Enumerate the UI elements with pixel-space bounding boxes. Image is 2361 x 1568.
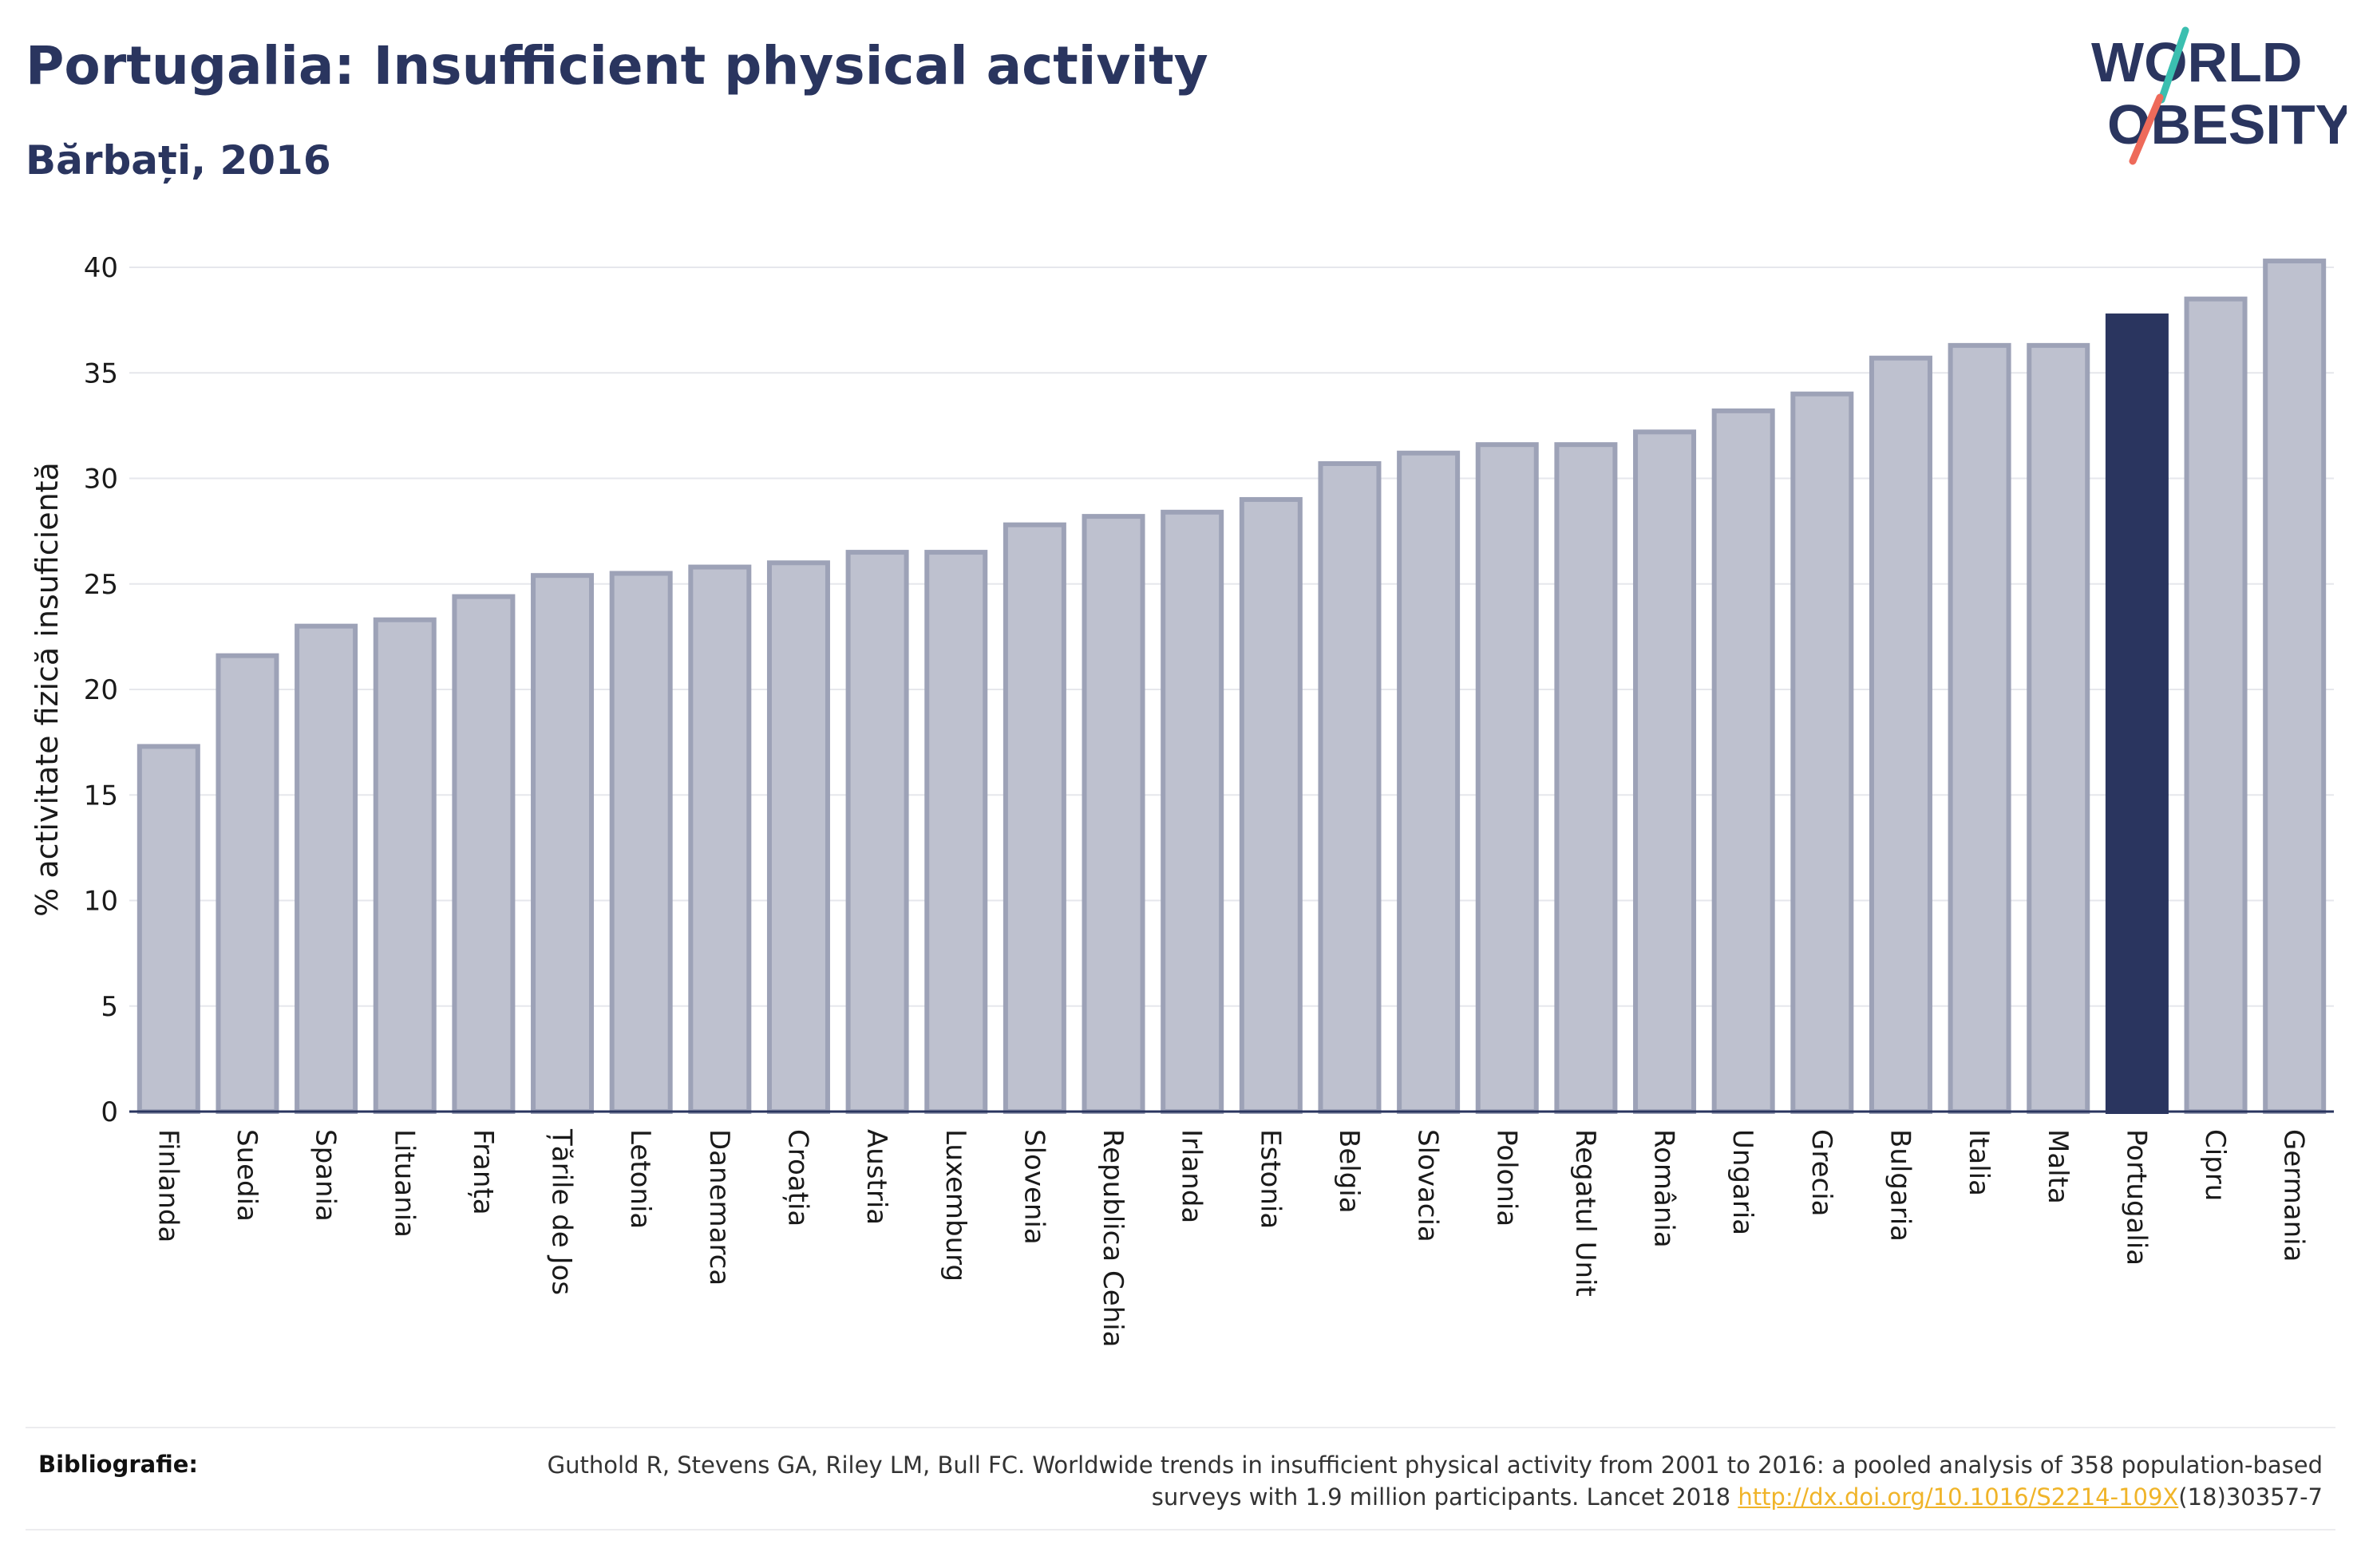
bar (924, 550, 988, 1114)
bar (1003, 522, 1066, 1114)
x-tick-label: România (1648, 1129, 1680, 1248)
x-tick-label: Slovacia (1412, 1129, 1444, 1242)
x-tick-label: Suedia (231, 1129, 263, 1222)
bar (295, 623, 358, 1114)
references-doi-link[interactable]: http://dx.doi.org/10.1016/S2214-109X (1738, 1483, 2179, 1511)
x-tick-label: Ungaria (1726, 1129, 1758, 1235)
y-tick-label: 30 (84, 464, 118, 496)
x-tick-label: Estonia (1254, 1129, 1286, 1229)
x-tick-label: Republica Cehia (1097, 1129, 1129, 1347)
bar (136, 744, 200, 1114)
bar (1318, 460, 1382, 1114)
bar (2105, 313, 2169, 1114)
bar (845, 550, 909, 1114)
y-tick-label: 25 (84, 569, 118, 601)
bar-chart: 0 5 10 15 20 25 30 35 40 Finlanda Suedia Spania Litu… (30, 252, 2334, 1347)
bar (452, 594, 516, 1114)
bar (688, 564, 752, 1114)
bar (1711, 408, 1775, 1114)
x-tick-label: Luxemburg (939, 1129, 971, 1282)
bar (1239, 496, 1303, 1114)
x-tick-label: Italia (1963, 1129, 1995, 1196)
x-tick-label: Lituania (388, 1129, 420, 1238)
y-tick-label: 10 (84, 886, 118, 918)
bar (1397, 450, 1461, 1114)
chart-subtitle: Bărbați, 2016 (26, 137, 331, 184)
x-tick-label: Cipru (2199, 1129, 2231, 1201)
bar (1869, 355, 1932, 1114)
bar (1633, 429, 1697, 1114)
references-label: Bibliografie: (38, 1451, 198, 1478)
chart-title: Portugalia: Insufficient physical activi… (26, 35, 1208, 97)
bar (216, 653, 279, 1114)
x-tick-label: Franța (467, 1129, 499, 1215)
x-tick-label: Polonia (1490, 1129, 1522, 1226)
y-tick-label: 20 (84, 674, 118, 706)
x-tick-label: Germania (2278, 1129, 2310, 1262)
bar (1161, 509, 1224, 1114)
bar (2184, 296, 2248, 1114)
references-text: Guthold R, Stevens GA, Riley LM, Bull FC… (487, 1449, 2323, 1513)
bar (1082, 514, 1145, 1114)
bar (2027, 342, 2090, 1114)
x-tick-label: Letonia (624, 1129, 656, 1229)
bar (373, 617, 437, 1114)
bar (531, 573, 595, 1114)
y-tick-label: 5 (101, 991, 118, 1023)
bar (1790, 391, 1854, 1114)
world-obesity-logo-graphic: WORLD OBESITY (2091, 26, 2352, 165)
x-tick-label: Bulgaria (1884, 1129, 1916, 1242)
bar (766, 560, 830, 1114)
x-tick-label: Danemarca (703, 1129, 735, 1286)
x-tick-label: Regatul Unit (1569, 1129, 1601, 1297)
x-tick-label: Portugalia (2120, 1129, 2152, 1266)
bar (2263, 259, 2327, 1115)
x-tick-label: Belgia (1333, 1129, 1365, 1214)
y-tick-label: 0 (101, 1096, 118, 1128)
y-tick-label: 15 (84, 780, 118, 812)
references-panel: Bibliografie: Guthold R, Stevens GA, Ril… (26, 1427, 2335, 1530)
bar (609, 571, 673, 1114)
y-tick-label: 40 (84, 252, 118, 284)
x-tick-label: Irlanda (1176, 1129, 1208, 1223)
y-tick-label: 35 (84, 357, 118, 389)
world-obesity-logo: WORLD OBESITY (2075, 24, 2352, 168)
x-tick-label: Finlanda (152, 1129, 184, 1242)
logo-line-1: WORLD (2091, 31, 2302, 93)
x-tick-label: Slovenia (1018, 1129, 1050, 1245)
y-axis-label: % activitate fizică insuficientă (30, 462, 65, 917)
references-citation-suffix: (18)30357-7 (2178, 1483, 2323, 1511)
x-tick-label: Grecia (1805, 1129, 1837, 1216)
bar (1554, 442, 1618, 1114)
bar (1475, 442, 1539, 1114)
x-tick-label: Țările de Jos (546, 1128, 578, 1295)
x-tick-label: Austria (860, 1129, 892, 1225)
x-tick-label: Croația (781, 1129, 813, 1226)
bar (1948, 342, 2011, 1114)
x-tick-label: Malta (2042, 1129, 2074, 1204)
references-citation: Guthold R, Stevens GA, Riley LM, Bull FC… (547, 1451, 2323, 1511)
x-tick-label: Spania (310, 1129, 342, 1222)
